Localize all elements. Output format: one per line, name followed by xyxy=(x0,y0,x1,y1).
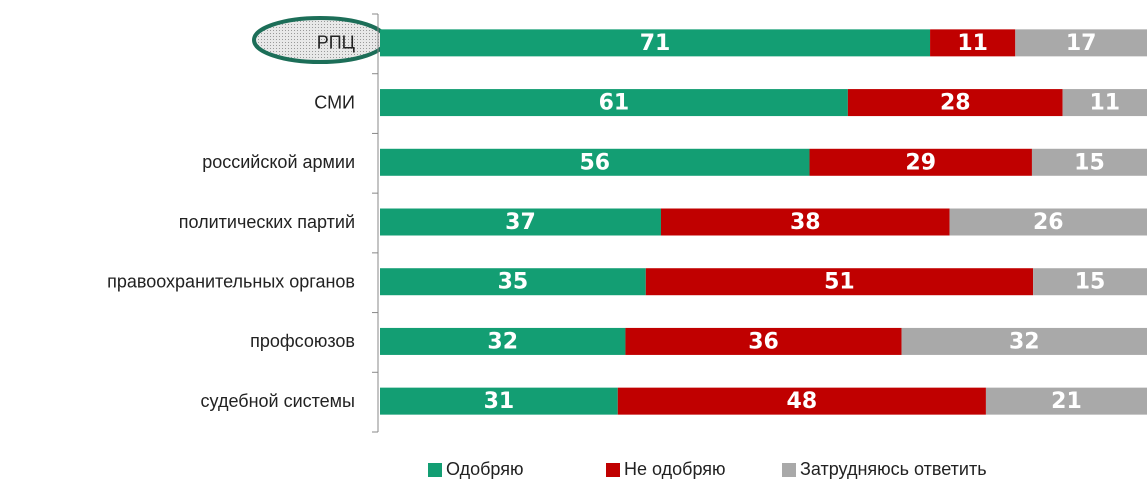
bar-segment xyxy=(380,29,931,57)
value-label: 35 xyxy=(498,270,529,295)
legend-swatch xyxy=(428,463,442,477)
bar-segment xyxy=(1062,89,1147,117)
bar-segment xyxy=(930,29,1016,57)
value-label: 32 xyxy=(1009,329,1040,354)
value-label: 11 xyxy=(1090,91,1121,116)
legend-swatch xyxy=(606,463,620,477)
category-label: российской армии xyxy=(202,152,355,172)
value-label: 31 xyxy=(484,389,515,414)
value-label: 36 xyxy=(748,329,779,354)
legend-label: Не одобряю xyxy=(624,459,726,479)
category-label: судебной системы xyxy=(201,391,355,411)
bar-segment xyxy=(660,208,950,236)
value-label: 32 xyxy=(487,329,518,354)
bar-segment xyxy=(380,268,646,296)
value-label: 15 xyxy=(1074,150,1105,175)
value-label: 15 xyxy=(1075,270,1106,295)
value-label: 51 xyxy=(824,270,855,295)
value-label: 29 xyxy=(905,150,936,175)
value-label: 26 xyxy=(1033,210,1064,235)
bar-segment xyxy=(380,208,661,236)
value-label: 48 xyxy=(787,389,818,414)
bar-segment xyxy=(901,327,1147,355)
bar-segment xyxy=(380,148,810,176)
bar-segment xyxy=(1033,268,1147,296)
category-label: профсоюзов xyxy=(250,331,355,351)
bar-segment xyxy=(949,208,1147,236)
value-label: 11 xyxy=(957,31,988,56)
bar-segment xyxy=(617,387,986,415)
value-label: 38 xyxy=(790,210,821,235)
bar-segment xyxy=(847,89,1063,117)
value-label: 37 xyxy=(505,210,536,235)
value-label: 17 xyxy=(1066,31,1097,56)
bar-segment xyxy=(1015,29,1147,57)
bar-segment xyxy=(625,327,902,355)
bar-segment xyxy=(809,148,1032,176)
legend-label: Одобряю xyxy=(446,459,523,479)
category-label: РПЦ xyxy=(317,33,355,53)
category-label: правоохранительных органов xyxy=(107,271,355,291)
bar-segment xyxy=(380,327,626,355)
value-label: 61 xyxy=(599,91,630,116)
bar-segment xyxy=(985,387,1147,415)
bar-segment xyxy=(645,268,1034,296)
value-label: 21 xyxy=(1051,389,1082,414)
value-label: 28 xyxy=(940,91,971,116)
category-label: политических партий xyxy=(179,212,355,232)
category-label: СМИ xyxy=(314,92,355,112)
value-label: 56 xyxy=(579,150,610,175)
bar-segment xyxy=(380,89,848,117)
legend-label: Затрудняюсь ответить xyxy=(800,459,987,479)
legend-swatch xyxy=(782,463,796,477)
bar-segment xyxy=(380,387,618,415)
bar-segment xyxy=(1031,148,1147,176)
value-label: 71 xyxy=(640,31,671,56)
